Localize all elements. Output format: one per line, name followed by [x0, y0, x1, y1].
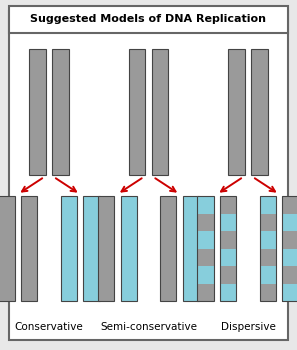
- Bar: [282, 248, 297, 266]
- Bar: [260, 196, 276, 301]
- Bar: [0, 196, 15, 301]
- Bar: [197, 214, 214, 231]
- Bar: [282, 231, 297, 248]
- Bar: [52, 49, 69, 175]
- Bar: [220, 196, 236, 301]
- Bar: [228, 49, 245, 175]
- Bar: [160, 196, 176, 301]
- Bar: [61, 196, 77, 301]
- Bar: [260, 214, 276, 231]
- Bar: [282, 284, 297, 301]
- Text: Suggested Models of DNA Replication: Suggested Models of DNA Replication: [31, 14, 266, 24]
- Bar: [197, 231, 214, 248]
- Bar: [98, 196, 114, 301]
- Bar: [9, 6, 288, 33]
- Text: Dispersive: Dispersive: [221, 322, 275, 332]
- Text: Conservative: Conservative: [15, 322, 83, 332]
- Bar: [197, 196, 214, 214]
- Bar: [29, 49, 46, 175]
- Bar: [260, 196, 276, 214]
- Bar: [197, 284, 214, 301]
- Bar: [220, 231, 236, 248]
- Bar: [220, 266, 236, 284]
- Bar: [152, 49, 168, 175]
- Bar: [197, 266, 214, 284]
- Bar: [220, 196, 236, 214]
- Bar: [197, 248, 214, 266]
- Bar: [220, 214, 236, 231]
- Bar: [251, 49, 268, 175]
- Bar: [197, 196, 214, 301]
- Bar: [260, 231, 276, 248]
- Bar: [220, 248, 236, 266]
- Bar: [129, 49, 145, 175]
- Bar: [220, 284, 236, 301]
- Bar: [21, 196, 37, 301]
- Bar: [183, 196, 199, 301]
- Bar: [282, 266, 297, 284]
- Bar: [282, 196, 297, 214]
- Bar: [260, 284, 276, 301]
- Bar: [260, 248, 276, 266]
- Bar: [83, 196, 100, 301]
- Bar: [260, 266, 276, 284]
- Bar: [282, 196, 297, 301]
- Bar: [282, 214, 297, 231]
- Text: Semi-conservative: Semi-conservative: [100, 322, 197, 332]
- Bar: [121, 196, 137, 301]
